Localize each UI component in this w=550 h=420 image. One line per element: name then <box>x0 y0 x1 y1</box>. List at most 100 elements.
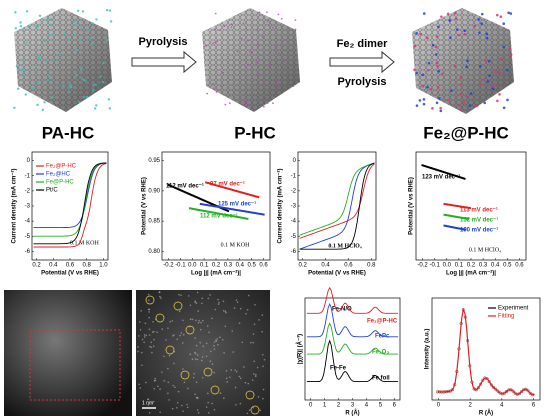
dopant <box>247 39 250 42</box>
fe-dimer <box>427 68 430 72</box>
molecule <box>92 83 95 87</box>
x-tick-label: 1.0 <box>99 263 108 269</box>
atom <box>218 301 220 304</box>
atom <box>199 328 202 331</box>
molecule <box>80 26 83 29</box>
dopant <box>257 44 260 47</box>
fe-dimer <box>440 15 443 18</box>
atom <box>171 320 174 322</box>
experiment-point <box>440 390 444 394</box>
atom <box>254 303 256 306</box>
x-tick-label: 0.2 <box>467 263 476 269</box>
molecule <box>74 23 78 26</box>
fe-dimer <box>491 84 495 88</box>
molecule <box>81 78 85 81</box>
dopant <box>220 85 223 87</box>
molecule <box>99 75 102 78</box>
atom <box>210 350 212 353</box>
atom <box>194 337 196 339</box>
dopant <box>242 22 245 25</box>
annotation: 0.1 M KOH <box>221 242 251 248</box>
atom <box>161 371 163 374</box>
molecule <box>108 9 112 12</box>
atom <box>167 367 169 370</box>
fe-dimer <box>457 33 461 37</box>
dopant <box>261 36 264 38</box>
atom <box>217 343 219 346</box>
experiment-point <box>446 389 450 393</box>
molecule <box>108 107 111 110</box>
dopant <box>255 61 257 64</box>
atom <box>198 319 200 322</box>
dopant <box>228 102 231 105</box>
atom <box>261 314 264 316</box>
atom <box>211 402 213 405</box>
atom <box>168 354 171 357</box>
atom <box>197 396 199 399</box>
molecule <box>73 33 77 37</box>
x-tick-label: 0.8 <box>367 263 376 269</box>
atom <box>141 338 144 341</box>
experiment-point <box>476 386 480 390</box>
molecule <box>43 101 46 104</box>
atom <box>141 364 143 367</box>
experiment-point <box>524 387 528 391</box>
molecule <box>95 18 98 21</box>
x-tick-label: 0.8 <box>83 263 92 269</box>
fe-dimer <box>486 80 490 83</box>
molecule <box>75 74 78 77</box>
experiment-point <box>517 392 522 396</box>
experiment-point <box>450 388 455 392</box>
atom <box>194 351 196 354</box>
dopant <box>268 24 270 26</box>
atom <box>194 393 196 396</box>
experiment-point <box>526 389 530 393</box>
y-tick-label: 0.80 <box>148 249 160 255</box>
atom <box>195 344 198 347</box>
annotation: 125 mV dec⁻¹ <box>218 201 256 208</box>
y-axis-label: Potential (V vs RHE) <box>142 177 148 235</box>
atom <box>246 412 249 415</box>
atom <box>152 400 155 403</box>
legend-label: Fe@P-HC <box>46 180 74 186</box>
fe-dimer <box>475 104 479 108</box>
dopant <box>212 82 215 85</box>
atom <box>138 321 141 323</box>
label: P-HC <box>234 123 276 142</box>
fe-dimer <box>454 17 458 21</box>
atom <box>235 299 238 301</box>
atom <box>143 334 146 336</box>
x-tick-label: 0.6 <box>259 263 268 269</box>
dopant <box>224 103 227 106</box>
atom <box>253 323 256 326</box>
fe-dimer <box>502 45 506 49</box>
fe-dimer <box>450 89 453 92</box>
atom <box>186 403 188 406</box>
x-tick-label: 0.4 <box>49 263 58 269</box>
molecule <box>62 84 65 88</box>
atom <box>154 377 156 380</box>
dimer-marker <box>155 313 165 323</box>
polyhedron <box>412 8 514 114</box>
molecule <box>17 87 20 90</box>
atom <box>163 355 165 358</box>
curve <box>443 202 472 210</box>
atom <box>187 387 189 390</box>
fe-dimer <box>446 12 450 16</box>
fe-dimer <box>478 31 481 35</box>
molecule <box>81 10 85 13</box>
curve <box>306 339 399 383</box>
dopant <box>247 63 250 66</box>
molecule <box>76 9 80 12</box>
annotation: 0.1 M HClO₄ <box>469 247 501 253</box>
curve <box>443 213 470 220</box>
label: PA-HC <box>42 123 95 142</box>
fe-dimer <box>485 36 489 40</box>
curve <box>299 162 375 236</box>
experiment-point <box>489 383 493 387</box>
atom <box>207 297 210 300</box>
atom <box>239 402 242 405</box>
x-axis-label: Potential (V vs RHE) <box>308 271 366 277</box>
selection <box>29 329 121 401</box>
molecule <box>21 58 25 61</box>
